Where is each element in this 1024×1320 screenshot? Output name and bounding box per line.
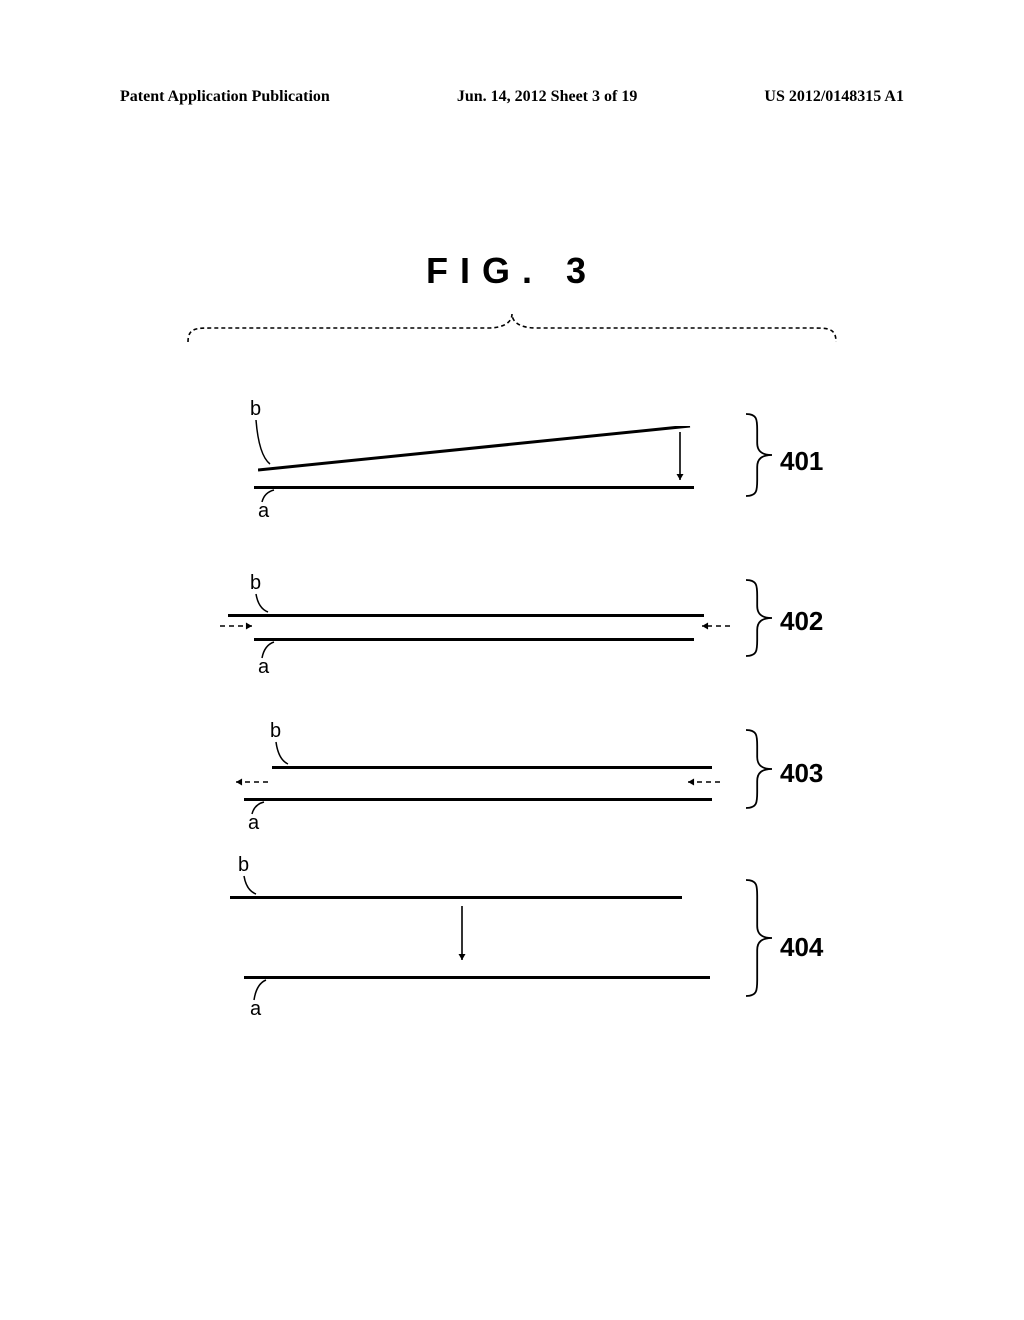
reference-number: 404 (780, 932, 823, 963)
panel-brace-right (744, 726, 776, 812)
leader-line (250, 976, 270, 1004)
line-b (272, 766, 712, 769)
header-right: US 2012/0148315 A1 (764, 88, 904, 106)
panel-brace-right (744, 576, 776, 660)
line-b (258, 426, 694, 474)
leader-line (248, 798, 268, 818)
header-left: Patent Application Publication (120, 88, 330, 106)
line-a (254, 638, 694, 641)
reference-number: 402 (780, 606, 823, 637)
figure-title: FIG. 3 (426, 250, 598, 292)
leader-line (240, 872, 260, 898)
line-a (244, 976, 710, 979)
leader-line (252, 416, 274, 468)
arrow-icon (228, 774, 276, 790)
figure-brace-top (182, 310, 842, 346)
reference-number: 401 (780, 446, 823, 477)
line-a (244, 798, 712, 801)
arrow-icon (454, 898, 470, 968)
leader-line (252, 590, 272, 616)
arrow-icon (680, 774, 728, 790)
line-a (254, 486, 694, 489)
arrow-icon (212, 618, 260, 634)
reference-number: 403 (780, 758, 823, 789)
header-center: Jun. 14, 2012 Sheet 3 of 19 (457, 88, 637, 106)
leader-line (272, 738, 292, 768)
line-b (228, 614, 704, 617)
panel-brace-right (744, 876, 776, 1000)
arrow-icon (672, 424, 688, 488)
panel-brace-right (744, 410, 776, 500)
leader-line (258, 486, 278, 506)
leader-line (258, 638, 278, 662)
arrow-icon (694, 618, 738, 634)
page-header: Patent Application Publication Jun. 14, … (0, 88, 1024, 106)
